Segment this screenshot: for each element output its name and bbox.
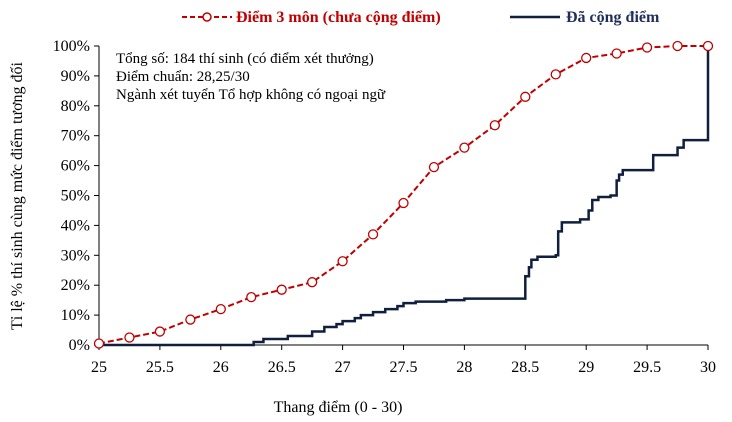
y-tick-label: 100% [53, 38, 90, 55]
annotation-total: Tổng số: 184 thí sinh (có điểm xét thưởn… [116, 51, 374, 67]
x-tick-label: 28.5 [511, 359, 539, 376]
y-axis-ticks: 0% 10% 20% 30% 40% 50% 60% 70% 80% 90% 100% [53, 38, 99, 354]
legend-item-series-2: Đã cộng điểm [510, 9, 660, 26]
data-point-diem-3-mon [306, 277, 318, 288]
data-point-diem-3-mon [246, 292, 257, 303]
legend-item-series-1: Điểm 3 môn (chưa cộng điểm) [182, 9, 441, 26]
y-tick-label: 50% [61, 188, 90, 205]
y-tick-label: 80% [61, 98, 90, 115]
x-tick-label: 25 [91, 359, 107, 376]
x-tick-label: 29.5 [633, 359, 661, 376]
data-point-diem-3-mon [276, 284, 287, 295]
legend-label-series-2: Đã cộng điểm [566, 9, 660, 26]
data-point-diem-3-mon [489, 120, 501, 131]
x-tick-label: 29 [578, 359, 594, 376]
y-tick-label: 0% [69, 337, 90, 354]
x-tick-label: 26 [213, 359, 229, 376]
data-point-diem-3-mon [581, 52, 592, 64]
annotation-cutoff: Điểm chuẩn: 28,25/30 [116, 69, 250, 85]
x-tick-label: 28 [456, 359, 472, 376]
data-point-diem-3-mon [337, 256, 348, 267]
x-tick-label: 30 [700, 359, 716, 376]
data-point-diem-3-mon [124, 332, 135, 343]
x-tick-label: 27 [335, 359, 351, 376]
data-point-diem-3-mon [520, 91, 531, 102]
legend-marker-series-1 [202, 12, 212, 22]
x-tick-label: 27.5 [390, 359, 418, 376]
x-tick-label: 26.5 [268, 359, 296, 376]
data-point-diem-3-mon [459, 142, 470, 153]
annotation-box: Tổng số: 184 thí sinh (có điểm xét thưởn… [116, 51, 386, 103]
data-point-diem-3-mon [215, 303, 226, 315]
y-tick-label: 20% [61, 277, 90, 294]
data-point-diem-3-mon [641, 42, 653, 53]
data-point-diem-3-mon [93, 338, 105, 349]
x-axis-title: Thang điểm (0 - 30) [274, 399, 403, 416]
series-line-da-cong-diem [99, 46, 710, 347]
data-point-diem-3-mon [398, 197, 409, 209]
y-tick-label: 60% [61, 158, 90, 175]
x-tick-label: 25.5 [146, 359, 174, 376]
y-tick-label: 30% [61, 247, 90, 264]
y-tick-label: 70% [61, 128, 90, 145]
data-point-diem-3-mon [367, 229, 379, 240]
y-tick-label: 10% [61, 307, 90, 324]
x-axis-ticks: 25 25.5 26 26.5 27 27.5 28 28.5 29 29.5 30 [91, 345, 716, 376]
data-point-diem-3-mon [672, 40, 683, 52]
series-layer [93, 40, 714, 349]
y-tick-label: 40% [61, 217, 90, 234]
data-point-diem-3-mon [611, 48, 622, 59]
y-tick-label: 90% [61, 68, 90, 85]
data-point-diem-3-mon [428, 161, 440, 173]
data-point-diem-3-mon [550, 69, 561, 80]
data-point-diem-3-mon [154, 326, 166, 337]
legend: Điểm 3 môn (chưa cộng điểm) Đã cộng điểm [182, 9, 660, 26]
y-axis-title: Tỉ lệ % thí sinh cùng mức điểm tương đối [9, 61, 26, 330]
data-point-diem-3-mon [185, 314, 196, 325]
data-point-diem-3-mon [702, 40, 714, 52]
legend-label-series-1: Điểm 3 môn (chưa cộng điểm) [236, 9, 441, 26]
annotation-program: Ngành xét tuyển Tổ hợp không có ngoại ng… [116, 87, 386, 103]
